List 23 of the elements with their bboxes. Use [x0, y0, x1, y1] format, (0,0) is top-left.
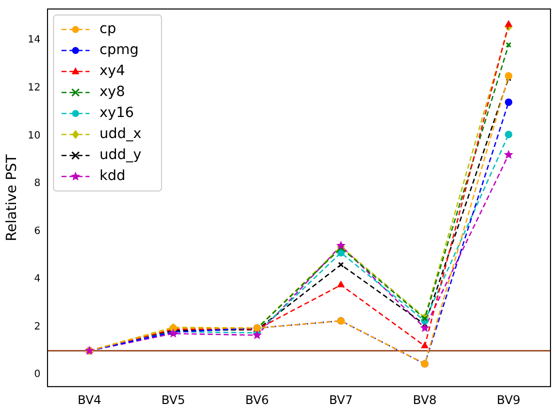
- legend-label: xy8: [100, 84, 126, 100]
- x-tick-label: BV4: [78, 392, 102, 407]
- y-tick-label: 10: [28, 130, 41, 142]
- y-tick-label: 8: [34, 178, 41, 190]
- x-tick-label: BV9: [496, 392, 520, 407]
- y-tick-label: 6: [34, 226, 41, 237]
- y-tick-label: 12: [28, 82, 41, 94]
- legend-label: cpmg: [100, 42, 139, 58]
- x-tick-label: BV6: [245, 392, 269, 407]
- legend-label: cp: [100, 21, 116, 38]
- legend-label: udd_x: [100, 126, 142, 142]
- x-tick-label: BV8: [412, 392, 437, 407]
- x-tick-label: BV5: [161, 392, 186, 407]
- y-tick-label: 14: [28, 34, 41, 46]
- y-tick-label: 0: [34, 369, 41, 380]
- legend-label: udd_y: [100, 147, 142, 164]
- y-axis-title: Relative PST: [4, 154, 20, 242]
- y-tick-label: 2: [34, 321, 41, 332]
- legend-label: xy16: [100, 105, 134, 122]
- legend-label: kdd: [100, 168, 126, 184]
- x-tick-label: BV7: [329, 392, 353, 407]
- legend-label: xy4: [100, 63, 126, 80]
- y-tick-label: 4: [34, 274, 41, 285]
